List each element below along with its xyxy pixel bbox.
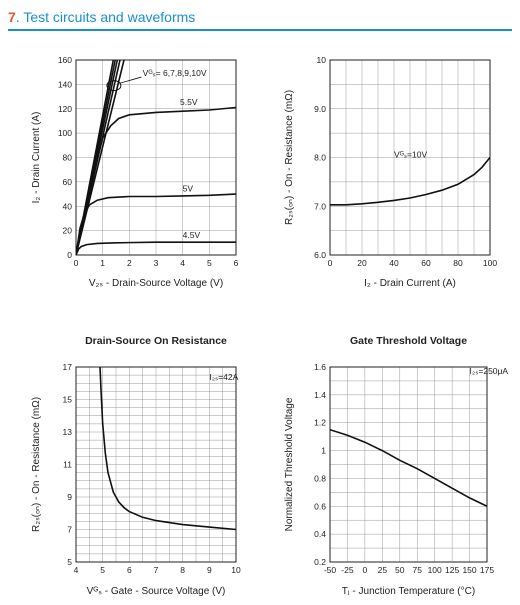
chart4-y-axis-label: Normalized Threshold Voltage: [284, 397, 295, 531]
chart3-x-tick-label: 4: [74, 565, 79, 575]
chart1-series-line-6V: [76, 60, 125, 255]
section-number: 7: [8, 9, 16, 25]
chart1-curve-bundle-marker: [106, 80, 122, 92]
chart2-x-tick-label: 0: [328, 258, 333, 268]
chart4-x-tick-label: -50: [324, 565, 337, 575]
chart3-x-tick-label: 9: [207, 565, 212, 575]
chart2-y-tick-label: 8.0: [314, 153, 326, 163]
section-divider: [8, 29, 512, 31]
chart1-y-axis-label: I₂ - Drain Current (A): [31, 112, 42, 204]
chart2-x-axis-label: I₂ - Drain Current (A): [364, 278, 456, 289]
chart2-y-tick-label: 6.0: [314, 250, 326, 260]
chart1-x-tick-label: 6: [234, 258, 239, 268]
chart4-annotation: I₂ₛ=250μA: [470, 366, 509, 376]
chart1-x-tick-label: 5: [207, 258, 212, 268]
chart4-x-tick-label: 150: [462, 565, 476, 575]
chart4-x-tick-label: 175: [480, 565, 494, 575]
chart4-x-tick-label: 100: [428, 565, 442, 575]
chart1-y-tick-label: 100: [58, 128, 72, 138]
chart4-x-tick-label: -25: [341, 565, 354, 575]
chart4-x-tick-label: 50: [395, 565, 405, 575]
chart1-plot-frame: [75, 59, 237, 256]
chart3-y-tick-label: 9: [67, 492, 72, 502]
chart1-y-tick-label: 40: [63, 201, 73, 211]
chart1-x-tick-label: 1: [100, 258, 105, 268]
section-title: 7. Test circuits and waveforms: [8, 9, 196, 25]
chart2-x-tick-label: 60: [421, 258, 431, 268]
chart4-x-tick-label: 125: [445, 565, 459, 575]
chart4-series-line-I-250-A: [330, 428, 487, 508]
chart3-x-tick-label: 6: [127, 565, 132, 575]
chart4-y-tick-label: 0.2: [314, 557, 326, 567]
chart3-x-tick-label: 5: [100, 565, 105, 575]
chart4-title: Gate Threshold Voltage: [350, 335, 467, 347]
chart3-y-axis-label: R₂ₛ(ₒₙ) - On - Resistance (mΩ): [31, 397, 42, 532]
chart4-x-axis-label: Tⱼ - Junction Temperature (°C): [342, 586, 475, 597]
chart1-x-axis-label: V₂ₛ - Drain-Source Voltage (V): [89, 278, 223, 289]
chart3-x-axis-label: Vᴳₛ - Gate - Source Voltage (V): [87, 586, 226, 597]
chart4-y-tick-label: 1: [321, 446, 326, 456]
chart3-y-tick-label: 7: [67, 525, 72, 535]
chart3-annotation: I₂ₛ=42A: [209, 372, 238, 382]
chart4-y-tick-label: 0.8: [314, 473, 326, 483]
chart4-y-tick-label: 0.6: [314, 501, 326, 511]
chart4-x-tick-label: 75: [412, 565, 422, 575]
chart1-x-tick-label: 0: [74, 258, 79, 268]
section-title-text: Test circuits and waveforms: [23, 9, 196, 25]
chart3-y-tick-label: 5: [67, 557, 72, 567]
chart1-x-tick-label: 2: [127, 258, 132, 268]
chart3-y-tick-label: 13: [63, 427, 73, 437]
chart1-annotation: Vᴳₛ= 6,7,8,9,10V: [143, 68, 207, 78]
chart1-y-tick-label: 60: [63, 177, 73, 187]
chart4-y-tick-label: 1.6: [314, 362, 326, 372]
chart3-plot-frame: [75, 366, 237, 563]
chart4-x-tick-label: 0: [363, 565, 368, 575]
chart3-series-line-I-42A: [99, 367, 236, 531]
chart1-x-tick-label: 4: [180, 258, 185, 268]
chart1-y-tick-label: 20: [63, 226, 73, 236]
chart4-y-tick-label: 0.4: [314, 529, 326, 539]
chart1-series-line-5V: [76, 193, 236, 255]
chart1-y-tick-label: 120: [58, 104, 72, 114]
chart1-y-tick-label: 160: [58, 55, 72, 65]
chart4-plot-frame: [329, 366, 488, 563]
chart4-y-tick-label: 1.4: [314, 390, 326, 400]
chart2-x-tick-label: 80: [453, 258, 463, 268]
chart2-x-tick-label: 40: [389, 258, 399, 268]
chart1-series-line-4.5V: [76, 241, 236, 255]
chart4-y-tick-label: 1.2: [314, 418, 326, 428]
chart2-y-tick-label: 10: [317, 55, 327, 65]
chart1-series-line-5.5V: [76, 106, 236, 255]
chart2-x-tick-label: 20: [357, 258, 367, 268]
chart3-x-tick-label: 8: [180, 565, 185, 575]
chart2-x-tick-label: 100: [483, 258, 497, 268]
chart1-annotation: 4.5V: [183, 230, 201, 240]
chart3-title: Drain-Source On Resistance: [85, 335, 227, 347]
chart1-y-tick-label: 0: [67, 250, 72, 260]
chart3-y-tick-label: 17: [63, 362, 73, 372]
chart2-y-tick-label: 7.0: [314, 201, 326, 211]
chart2-series-line-V-10V: [330, 156, 490, 206]
chart3-y-tick-label: 11: [63, 460, 72, 470]
chart1-annotation: 5V: [183, 184, 194, 194]
chart2-y-axis-label: R₂ₛ(ₒₙ) - On - Resistance (mΩ): [284, 90, 295, 225]
chart1-x-tick-label: 3: [154, 258, 159, 268]
chart4-x-tick-label: 25: [378, 565, 388, 575]
chart3-x-tick-label: 7: [154, 565, 159, 575]
chart2-y-tick-label: 9.0: [314, 104, 326, 114]
chart3-y-tick-label: 15: [63, 395, 73, 405]
chart1-y-tick-label: 80: [63, 153, 73, 163]
chart1-y-tick-label: 140: [58, 79, 72, 89]
chart3-x-tick-label: 10: [231, 565, 241, 575]
chart2-annotation: Vᴳₛ=10V: [394, 150, 427, 160]
chart1-annotation-pointer: [119, 76, 142, 84]
chart1-annotation: 5.5V: [180, 97, 198, 107]
